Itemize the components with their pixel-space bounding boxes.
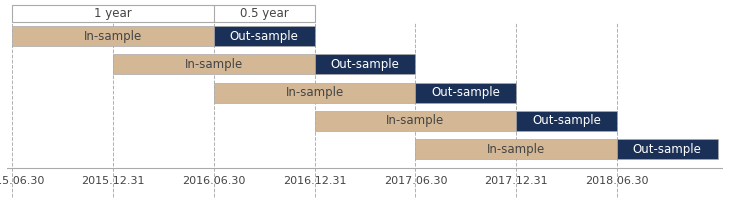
Text: Out-sample: Out-sample — [431, 86, 500, 99]
Bar — [617, 139, 718, 159]
Bar — [516, 111, 617, 131]
Text: 2017.06.30: 2017.06.30 — [384, 176, 447, 186]
Text: 2018.06.30: 2018.06.30 — [585, 176, 649, 186]
Text: 1 year: 1 year — [94, 7, 132, 20]
Text: Out-sample: Out-sample — [230, 30, 299, 43]
Bar — [315, 111, 516, 131]
Text: 2015.12.31: 2015.12.31 — [81, 176, 145, 186]
Bar — [12, 5, 315, 22]
Text: In-sample: In-sample — [285, 86, 344, 99]
Bar — [214, 83, 415, 103]
Text: Out-sample: Out-sample — [633, 143, 702, 156]
Text: Out-sample: Out-sample — [532, 114, 601, 128]
Text: 2016.06.30: 2016.06.30 — [182, 176, 245, 186]
Bar — [113, 54, 315, 74]
Bar — [315, 54, 415, 74]
Text: 0.5 year: 0.5 year — [240, 7, 288, 20]
Text: 2016.12.31: 2016.12.31 — [283, 176, 346, 186]
Text: Out-sample: Out-sample — [331, 58, 399, 71]
Text: In-sample: In-sample — [386, 114, 445, 128]
Bar — [214, 26, 315, 46]
Bar — [415, 139, 617, 159]
Text: In-sample: In-sample — [185, 58, 243, 71]
Bar — [415, 83, 516, 103]
Text: 2015.06.30: 2015.06.30 — [0, 176, 44, 186]
Text: In-sample: In-sample — [487, 143, 545, 156]
Text: 2017.12.31: 2017.12.31 — [484, 176, 548, 186]
Bar — [12, 26, 214, 46]
Text: In-sample: In-sample — [84, 30, 142, 43]
